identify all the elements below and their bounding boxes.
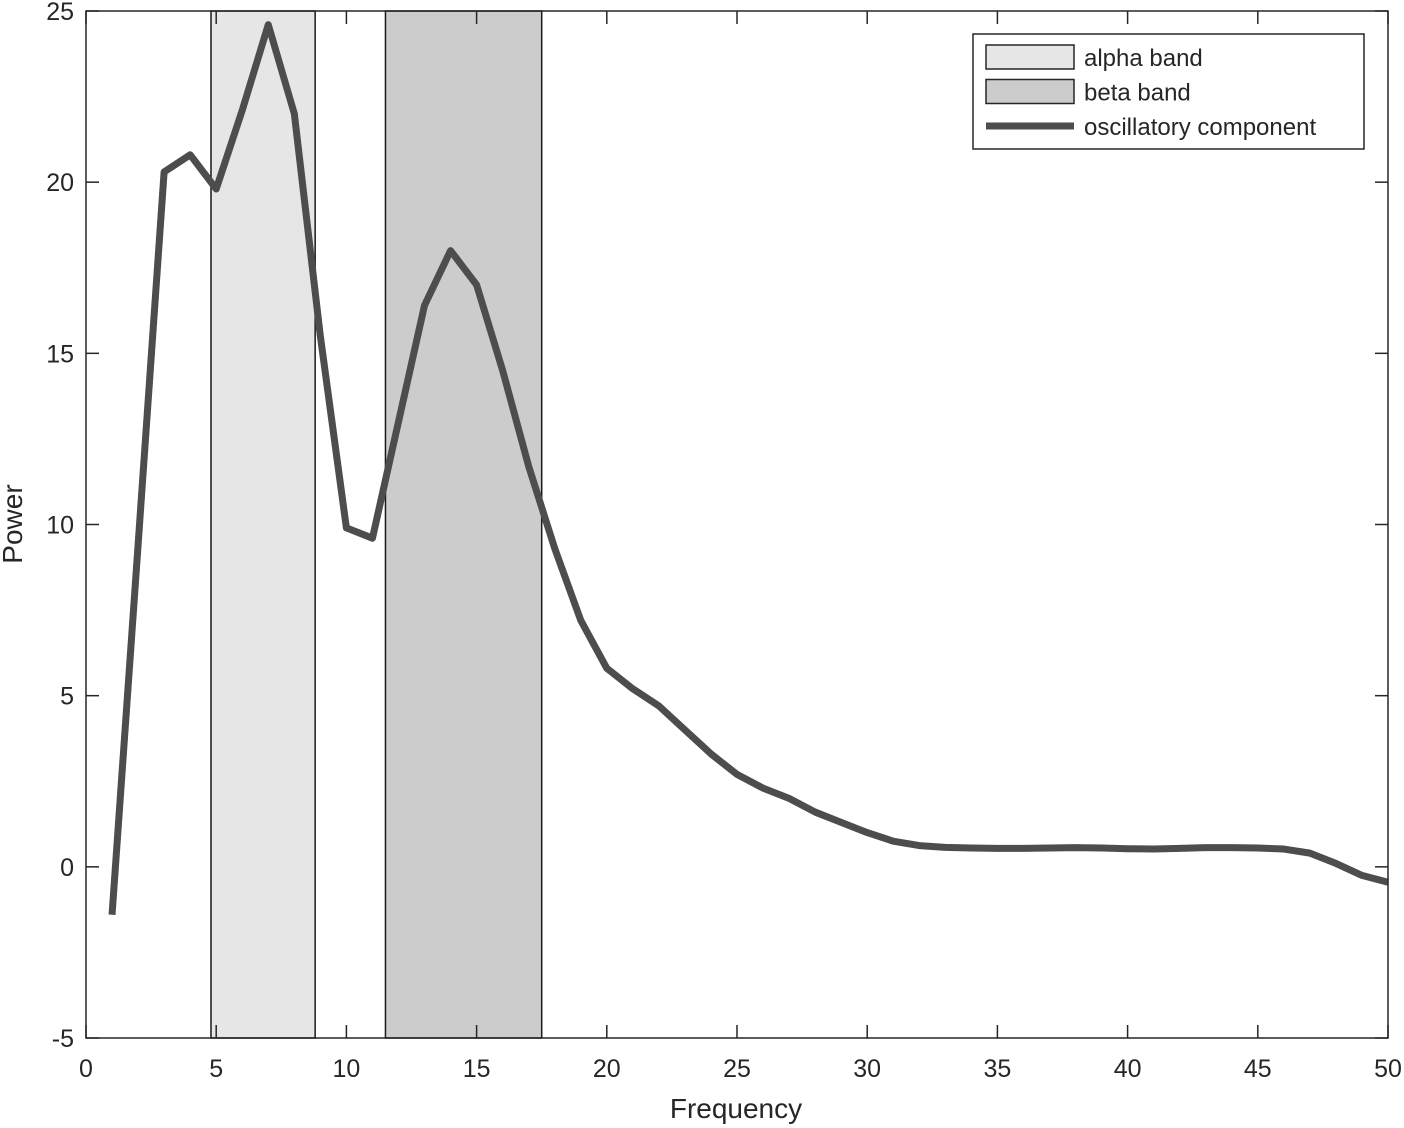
x-tick-label: 30	[853, 1055, 881, 1083]
x-tick-label: 15	[463, 1055, 491, 1083]
x-tick-label: 45	[1244, 1055, 1272, 1083]
y-tick-label: 15	[46, 340, 74, 368]
legend-label: beta band	[1084, 80, 1191, 107]
x-tick-label: 10	[332, 1055, 360, 1083]
x-axis-label: Frequency	[670, 1093, 802, 1124]
series-layer	[108, 21, 1389, 916]
x-tick-label: 50	[1374, 1055, 1402, 1083]
y-tick-label: 0	[60, 854, 74, 882]
x-tick-label: 0	[79, 1055, 93, 1083]
legend-swatch	[985, 44, 1075, 70]
x-tick-label: 5	[209, 1055, 223, 1083]
y-axis-label: Power	[0, 484, 28, 563]
x-tick-label: 40	[1114, 1055, 1142, 1083]
y-tick-label: 10	[46, 512, 74, 540]
y-tick-label: 20	[46, 169, 74, 197]
x-tick-label: 35	[983, 1055, 1011, 1083]
y-tick-label: 5	[60, 683, 74, 711]
series-line-oscillatory-component	[108, 21, 1389, 916]
x-tick-label: 20	[593, 1055, 621, 1083]
x-tick-label: 25	[723, 1055, 751, 1083]
y-tick-label: -5	[52, 1025, 74, 1053]
band-alpha-band	[210, 10, 316, 1039]
y-tick-label: 25	[46, 0, 74, 26]
legend-label: alpha band	[1084, 45, 1203, 72]
band-beta-band	[384, 10, 543, 1039]
axes	[85, 10, 1389, 1039]
legend-swatch	[985, 78, 1075, 105]
legend-label: oscillatory component	[1084, 114, 1316, 141]
legend: alpha band beta band oscillatory component	[972, 33, 1365, 150]
